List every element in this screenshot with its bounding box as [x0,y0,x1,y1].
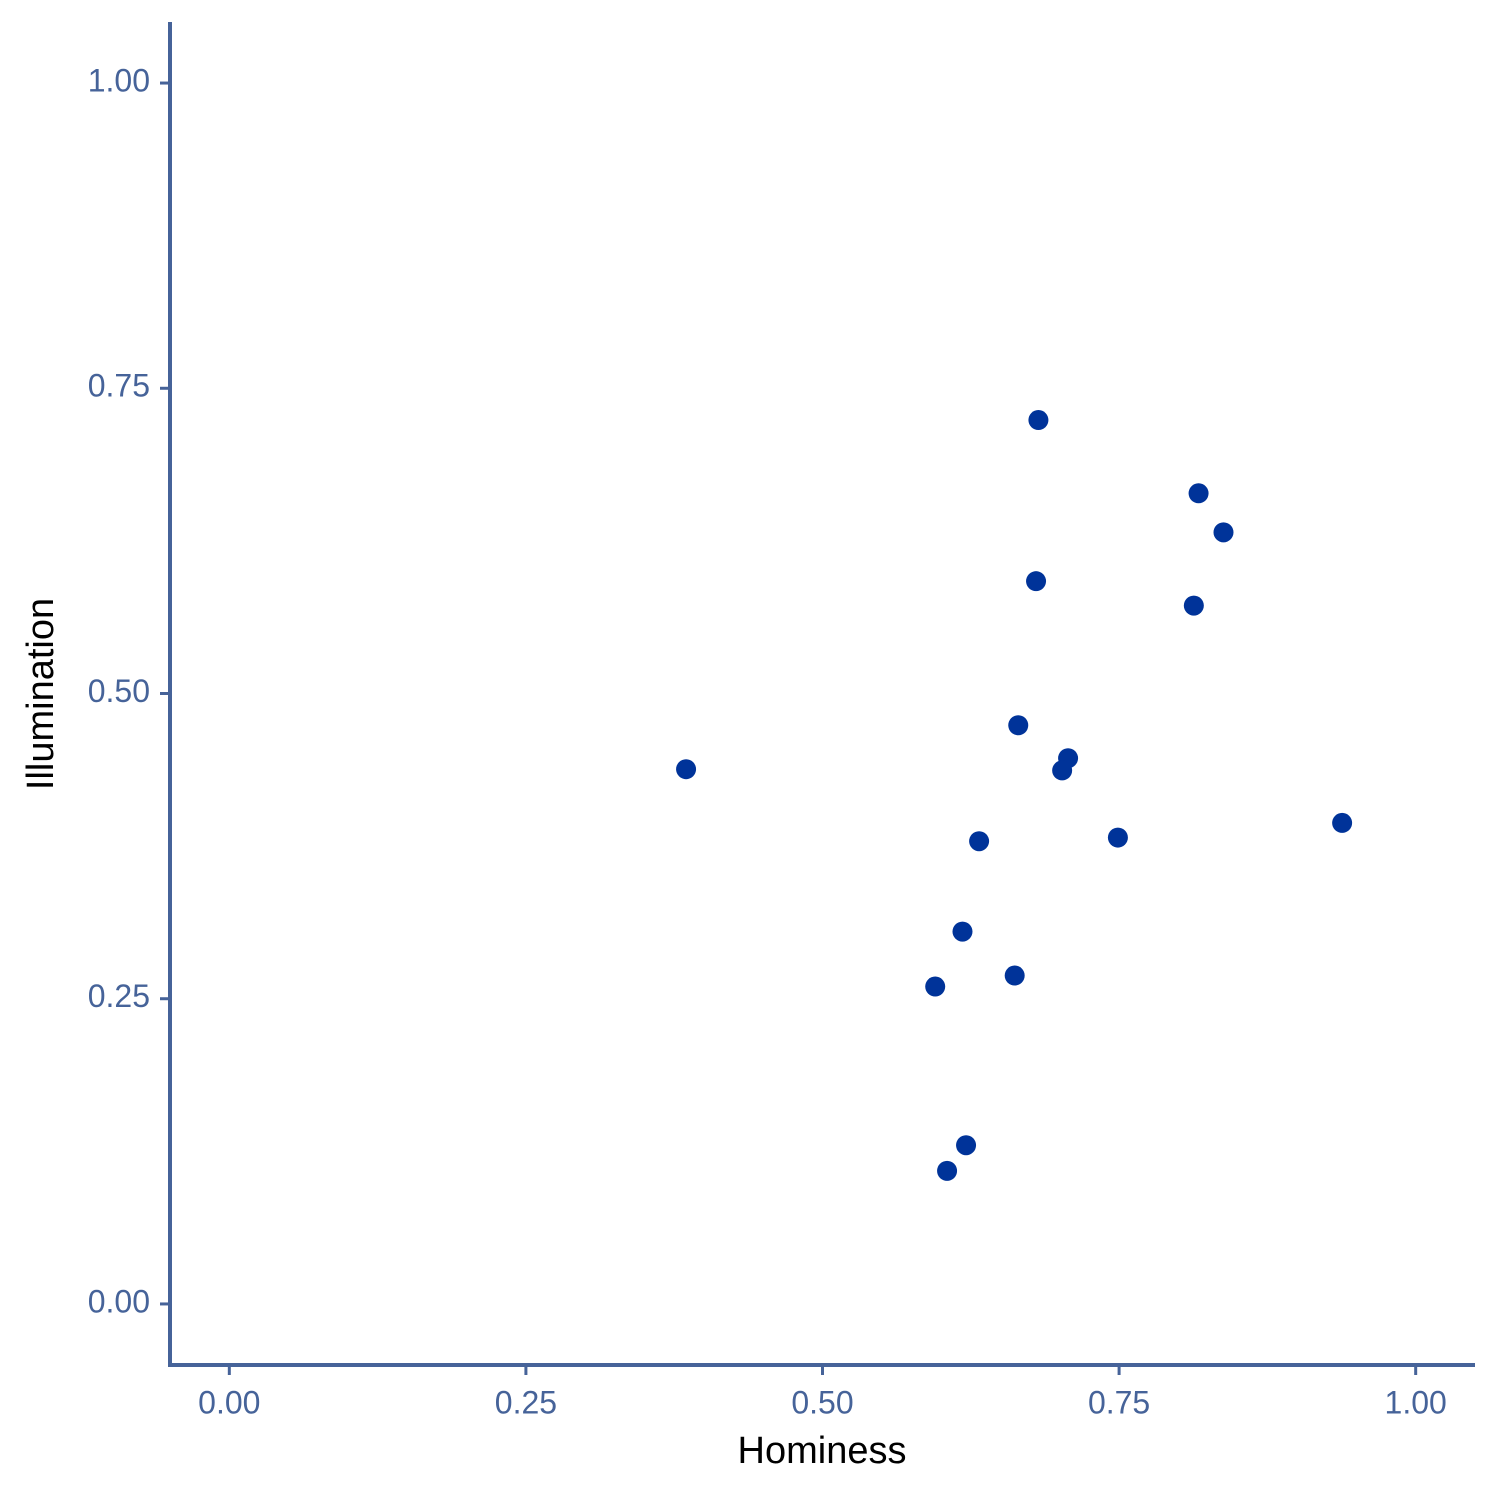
y-tick-label: 0.75 [88,368,150,404]
x-axis-title: Hominess [738,1430,907,1472]
point [1188,483,1209,504]
point [676,759,697,780]
x-tick-label: 1.00 [1385,1384,1447,1420]
x-tick-label: 0.00 [198,1384,260,1420]
point [1004,965,1025,986]
x-tick-label: 0.50 [791,1384,853,1420]
point [1107,827,1128,848]
y-tick-label: 0.25 [88,978,150,1014]
point [1008,715,1029,736]
point [1213,522,1234,543]
point [937,1160,958,1181]
point [1026,571,1047,592]
point [1183,595,1204,616]
point [969,831,990,852]
y-tick-label: 1.00 [88,62,150,98]
point [952,921,973,942]
y-tick-label: 0.00 [88,1283,150,1319]
point [1052,760,1073,781]
x-tick-label: 0.25 [495,1384,557,1420]
y-tick-label: 0.50 [88,673,150,709]
point [1332,812,1353,833]
point [1028,410,1049,431]
y-axis-title: Illumination [20,598,62,790]
x-tick-label: 0.75 [1088,1384,1150,1420]
point [925,976,946,997]
point [956,1135,977,1156]
